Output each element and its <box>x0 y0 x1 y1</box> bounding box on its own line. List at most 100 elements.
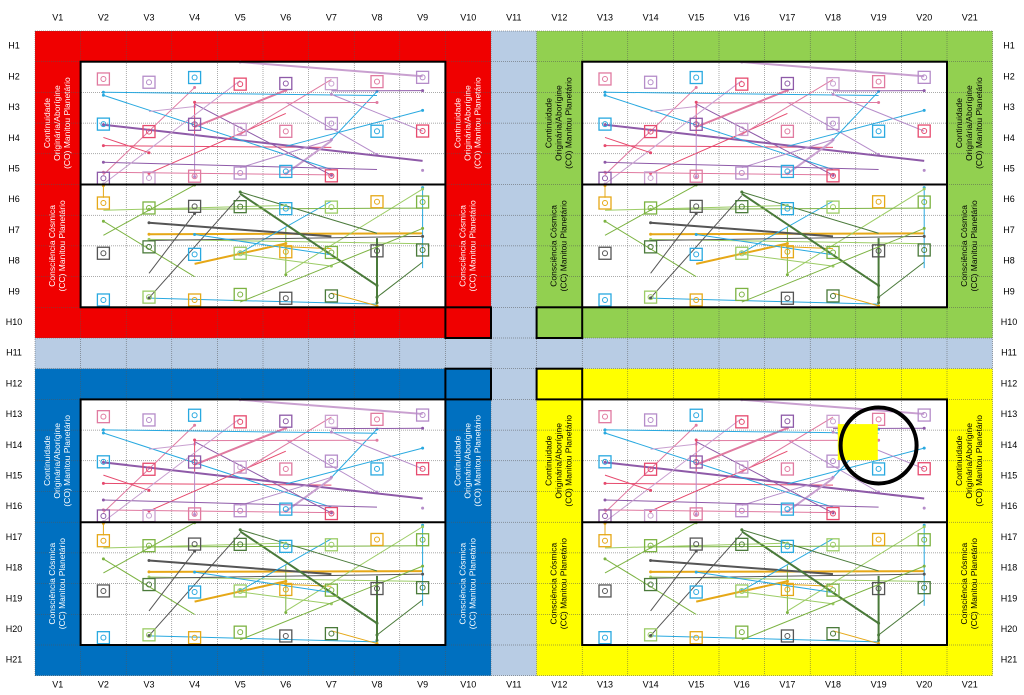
symbol <box>187 631 202 645</box>
symbol <box>370 195 384 209</box>
arrow-head <box>101 144 105 148</box>
arrow-line <box>240 253 332 267</box>
symbol <box>917 243 931 257</box>
row-label: H3 <box>1003 102 1015 112</box>
symbol <box>735 199 749 214</box>
symbol <box>370 462 384 476</box>
symbol <box>279 164 293 179</box>
symbol <box>279 414 293 428</box>
symbol <box>187 70 202 85</box>
row-label: H6 <box>8 194 20 204</box>
arrow-line <box>240 591 332 605</box>
column-label: V18 <box>825 12 841 22</box>
side-label: (CC) Manitou Planetário <box>969 200 979 291</box>
symbol <box>191 121 198 128</box>
arrow-head <box>649 488 653 492</box>
arrow-line <box>695 103 834 176</box>
symbol <box>738 587 745 594</box>
row-label: H7 <box>1003 225 1015 235</box>
arrow-head <box>375 301 379 305</box>
arrow-head <box>922 506 926 510</box>
symbol <box>146 128 152 135</box>
symbol <box>187 585 202 599</box>
column-label: V20 <box>916 679 932 689</box>
symbol <box>921 536 928 543</box>
arrow-line <box>194 242 287 265</box>
arrow-head <box>603 160 607 164</box>
column-label: V19 <box>871 12 887 22</box>
column-label: V21 <box>962 679 978 689</box>
arrow-line <box>786 139 834 175</box>
arrow-line <box>148 195 241 299</box>
arrow-line <box>741 529 879 572</box>
symbol <box>282 466 289 473</box>
arrow-line <box>741 61 925 78</box>
symbol <box>735 460 749 474</box>
side-label: Consciência Cósmica <box>959 542 969 624</box>
arrow-line <box>741 416 834 473</box>
symbol <box>830 458 836 465</box>
column-label: V21 <box>962 12 978 22</box>
highlight-cell <box>444 306 492 339</box>
side-label: (CC) Manitou Planetário <box>969 538 979 629</box>
side-label: Consciência Cósmica <box>549 542 559 624</box>
network <box>598 60 931 308</box>
side-label: (CC) Manitou Planetário <box>467 200 477 291</box>
symbol <box>830 292 836 299</box>
symbol <box>738 629 745 636</box>
symbol <box>921 584 928 591</box>
arrow-line <box>285 109 423 147</box>
symbol <box>324 245 339 260</box>
symbol <box>826 169 840 183</box>
arrow-head <box>238 528 242 532</box>
row-label: H8 <box>1003 256 1015 266</box>
arrow-head <box>193 438 197 442</box>
arrow-head <box>922 108 926 112</box>
side-label: Originária/Aborígine <box>52 423 62 499</box>
arrow-line <box>604 136 651 154</box>
symbol <box>830 80 836 87</box>
symbol <box>191 203 198 210</box>
symbol <box>282 632 289 639</box>
arrow-line <box>331 292 378 307</box>
row-label: H1 <box>1003 41 1015 51</box>
symbol <box>237 464 244 471</box>
symbol <box>917 581 931 595</box>
symbol <box>784 128 791 135</box>
symbol <box>735 537 749 551</box>
symbol <box>187 199 202 214</box>
arrow-head <box>284 610 288 614</box>
arrow-head <box>603 144 607 148</box>
symbol <box>233 246 247 260</box>
symbol <box>602 175 608 182</box>
symbol <box>735 77 749 91</box>
symbol <box>647 204 654 211</box>
side-label: (CC) Manitou Planetário <box>57 538 67 629</box>
symbol <box>142 628 156 642</box>
arrow-line <box>194 571 332 593</box>
symbol <box>693 589 700 596</box>
symbol <box>738 170 745 177</box>
symbol <box>96 293 111 307</box>
arrow-line <box>331 630 378 645</box>
column-label: V14 <box>643 12 659 22</box>
arrow-line <box>148 112 287 174</box>
column-label: V19 <box>871 679 887 689</box>
arrow-line <box>331 93 423 132</box>
arrow-line <box>194 580 287 603</box>
symbol <box>233 460 247 474</box>
arrow-head <box>421 572 425 576</box>
side-label: Consciência Cósmica <box>549 205 559 287</box>
symbol <box>693 74 700 81</box>
column-label: V17 <box>779 679 795 689</box>
symbol <box>419 465 426 472</box>
symbol <box>96 72 111 86</box>
symbol <box>784 80 791 87</box>
column-label: V2 <box>98 679 109 689</box>
arrow-head <box>922 89 926 93</box>
symbol <box>735 122 749 137</box>
symbol <box>780 462 795 476</box>
arrow-head <box>694 175 698 179</box>
symbol <box>328 458 335 465</box>
